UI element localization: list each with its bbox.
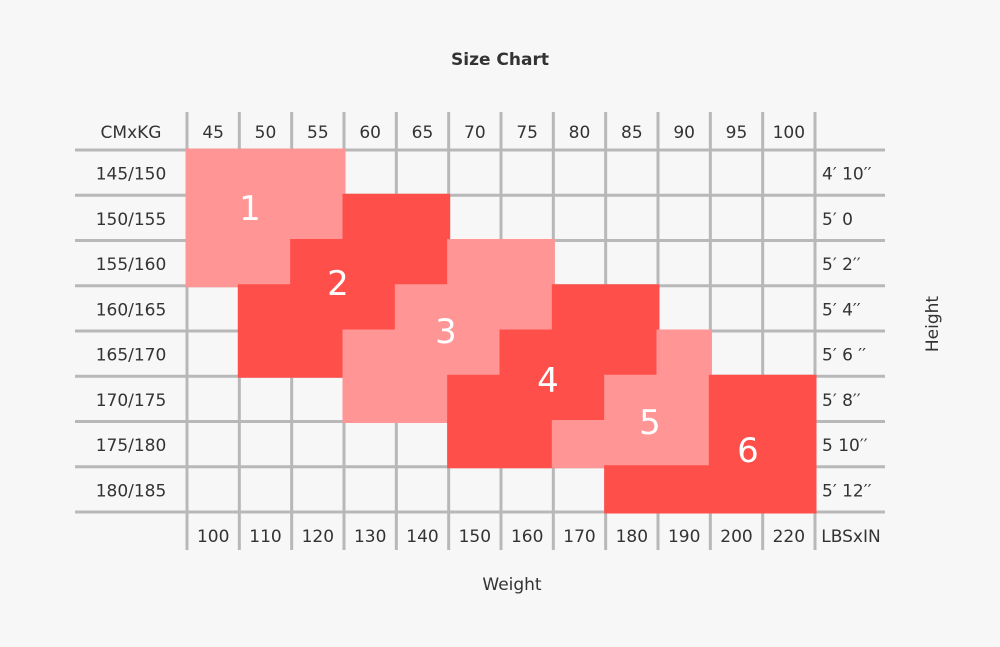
- cm-row-label: 145/150: [96, 165, 167, 185]
- x-axis-label: Weight: [482, 575, 542, 595]
- lbs-column-label: 140: [406, 527, 438, 547]
- zone-label: 2: [327, 264, 349, 304]
- kg-column-label: 65: [412, 123, 434, 143]
- inch-row-label: 5′ 4′′: [822, 300, 861, 320]
- cm-row-label: 170/175: [96, 391, 167, 411]
- inch-row-label: 5′ 12′′: [822, 481, 872, 501]
- zone-label: 6: [737, 431, 759, 471]
- lbs-column-label: 170: [563, 527, 595, 547]
- cm-row-label: 150/155: [96, 210, 167, 230]
- lbs-column-label: 180: [616, 527, 648, 547]
- cm-row-label: 165/170: [96, 346, 167, 366]
- zone-label: 4: [537, 361, 559, 401]
- zone-1-cell: [185, 193, 346, 242]
- zone-2-cell: [237, 284, 398, 333]
- lbs-column-label: 220: [773, 527, 805, 547]
- zone-2-cell: [342, 193, 451, 242]
- lbs-column-label: 130: [354, 527, 386, 547]
- kg-column-label: 100: [773, 123, 805, 143]
- lbs-column-label: 190: [668, 527, 700, 547]
- inch-row-label: 5′ 2′′: [822, 255, 861, 275]
- zone-5-cell: [604, 374, 712, 423]
- inch-row-label: 5′ 6 ′′: [822, 346, 866, 366]
- lbs-column-label: 200: [720, 527, 752, 547]
- corner-label-lbsxin: LBSxIN: [821, 527, 880, 547]
- zone-1-cell: [185, 148, 346, 197]
- zone-6-cell: [708, 374, 817, 423]
- kg-column-label: 55: [307, 123, 329, 143]
- kg-column-label: 90: [673, 123, 695, 143]
- inch-row-label: 5′ 0: [822, 210, 853, 230]
- zone-3-cell: [394, 284, 555, 333]
- zone-5-cell: [551, 420, 712, 469]
- zone-label: 5: [639, 403, 661, 443]
- y-axis-label: Height: [923, 296, 943, 353]
- lbs-column-label: 110: [249, 527, 281, 547]
- zone-4-cell: [551, 284, 660, 333]
- cm-row-label: 160/165: [96, 300, 167, 320]
- zone-1-cell: [185, 239, 294, 288]
- kg-column-label: 95: [726, 123, 748, 143]
- zone-6-cell: [708, 420, 817, 469]
- chart-title: Size Chart: [451, 50, 549, 70]
- kg-column-label: 85: [621, 123, 643, 143]
- kg-column-label: 45: [202, 123, 224, 143]
- inch-row-label: 5 10′′: [822, 436, 868, 456]
- kg-column-label: 80: [569, 123, 591, 143]
- zone-5-cell: [656, 329, 712, 378]
- kg-column-label: 70: [464, 123, 486, 143]
- lbs-column-label: 150: [459, 527, 491, 547]
- lbs-column-label: 100: [197, 527, 229, 547]
- cm-row-label: 180/185: [96, 481, 167, 501]
- kg-column-label: 75: [516, 123, 538, 143]
- zone-3-cell: [342, 329, 503, 378]
- zone-3-cell: [342, 374, 451, 423]
- zone-2-cell: [290, 239, 451, 288]
- inch-row-label: 4′ 10′′: [822, 165, 872, 185]
- cm-row-label: 175/180: [96, 436, 167, 456]
- cm-row-label: 155/160: [96, 255, 167, 275]
- zone-3-cell: [447, 239, 555, 288]
- zone-4-cell: [499, 329, 660, 378]
- zone-4-cell: [447, 374, 608, 423]
- lbs-column-label: 120: [302, 527, 334, 547]
- lbs-column-label: 160: [511, 527, 543, 547]
- zone-6-cell: [604, 465, 817, 514]
- zone-2-cell: [237, 329, 346, 378]
- zone-label: 3: [435, 312, 457, 352]
- kg-column-label: 60: [359, 123, 381, 143]
- corner-label-cmxkg: CMxKG: [101, 123, 162, 143]
- inch-row-label: 5′ 8′′: [822, 391, 861, 411]
- zone-4-cell: [447, 420, 555, 469]
- kg-column-label: 50: [255, 123, 277, 143]
- zone-label: 1: [239, 189, 261, 229]
